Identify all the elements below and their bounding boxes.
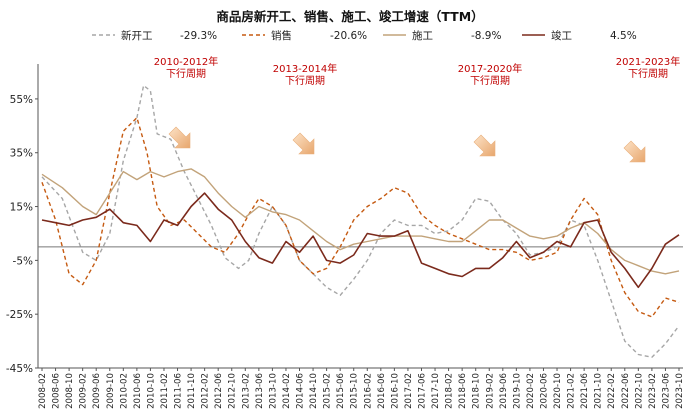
x-tick-label: 2011-02 (160, 373, 170, 409)
y-tick-label: -45% (6, 363, 33, 375)
series-layer (41, 84, 680, 358)
x-tick-label: 2014-10 (309, 373, 319, 409)
x-tick-label: 2022-02 (607, 373, 617, 409)
cycle-label-3: 下行周期 (470, 74, 510, 87)
x-tick-label: 2010-02 (119, 373, 129, 409)
x-tick-label: 2008-02 (38, 373, 48, 409)
series-line-1 (41, 84, 680, 358)
x-tick-label: 2017-02 (404, 373, 414, 409)
x-tick-label: 2019-10 (512, 373, 522, 409)
legend-label-4: 竣工 (551, 29, 572, 42)
cycle-label-1: 下行周期 (166, 67, 206, 80)
x-tick-label: 2013-06 (255, 373, 265, 409)
cycle-label-1: 2010-2012年 (154, 55, 219, 68)
down-arrow-icon (292, 132, 315, 155)
cycle-label-4: 2021-2023年 (616, 55, 681, 68)
legend-value-1: -29.3% (180, 30, 217, 42)
x-tick-label: 2017-06 (417, 373, 427, 409)
x-tick-label: 2011-10 (187, 373, 197, 409)
x-tick-label: 2010-06 (133, 373, 143, 409)
x-tick-label: 2021-06 (580, 373, 590, 409)
chart-axes: 55% 35% 15% -5% -25% -45% 2008-02 2008-06 2008-1… (6, 64, 685, 409)
x-tick-label: 2013-02 (241, 373, 251, 409)
x-tick-label: 2018-06 (458, 373, 468, 409)
cycle-label-2: 2013-2014年 (273, 62, 338, 75)
x-tick-label: 2020-02 (526, 373, 536, 409)
x-tick-label: 2016-02 (363, 373, 373, 409)
legend-label-3: 施工 (412, 29, 433, 42)
x-tick-label: 2018-10 (472, 373, 482, 409)
x-tick-label: 2008-06 (52, 373, 62, 409)
legend-label-2: 销售 (271, 29, 292, 42)
series-line-4 (41, 192, 680, 289)
x-tick-label: 2009-02 (79, 373, 89, 409)
y-tick-label: 15% (10, 202, 33, 214)
x-tick-label: 2012-02 (201, 373, 211, 409)
x-tick-label: 2014-06 (296, 373, 306, 409)
x-tick-label: 2010-10 (146, 373, 156, 409)
x-tick-label: 2013-10 (268, 373, 278, 409)
cycle-label-3: 2017-2020年 (458, 62, 523, 75)
x-tick-label: 2015-10 (350, 373, 360, 409)
y-tick-label: 55% (10, 94, 33, 106)
x-tick-label: 2016-06 (377, 373, 387, 409)
legend-label-1: 新开工 (121, 29, 153, 42)
cycle-label-4: 下行周期 (628, 67, 668, 80)
x-tick-label: 2020-06 (539, 373, 549, 409)
x-tick-label: 2015-02 (323, 373, 333, 409)
x-tick-label: 2019-06 (499, 373, 509, 409)
x-tick-label: 2023-02 (648, 373, 658, 409)
x-tick-label: 2021-10 (594, 373, 604, 409)
x-tick-label: 2014-02 (282, 373, 292, 409)
x-tick-label: 2016-10 (390, 373, 400, 409)
legend-value-2: -20.6% (330, 30, 367, 42)
cycle-label-2: 下行周期 (285, 74, 325, 87)
x-tick-label: 2023-06 (661, 373, 671, 409)
y-tick-label: 35% (10, 148, 33, 160)
x-tick-label: 2012-06 (214, 373, 224, 409)
chart-title: 商品房新开工、销售、施工、竣工增速（TTM） (216, 9, 483, 24)
x-tick-label: 2008-10 (65, 373, 75, 409)
x-tick-label: 2017-10 (431, 373, 441, 409)
down-arrow-icon (473, 134, 496, 157)
legend-value-3: -8.9% (471, 30, 501, 42)
x-tick-label: 2009-06 (92, 373, 102, 409)
y-tick-label: -5% (13, 255, 33, 267)
down-arrow-icon (168, 126, 191, 149)
x-tick-label: 2019-02 (485, 373, 495, 409)
series-line-3 (41, 168, 680, 275)
y-tick-label: -25% (6, 309, 33, 321)
x-tick-label: 2020-10 (553, 373, 563, 409)
legend-value-4: 4.5% (610, 30, 637, 42)
x-tick-label: 2022-06 (621, 373, 631, 409)
down-arrow-icon (623, 140, 646, 163)
x-tick-label: 2011-06 (174, 373, 184, 409)
x-tick-label: 2009-10 (106, 373, 116, 409)
x-tick-label: 2023-10 (675, 373, 685, 409)
x-tick-label: 2012-10 (228, 373, 238, 409)
x-tick-label: 2015-06 (336, 373, 346, 409)
chart-legend: 新开工 -29.3% 销售 -20.6% 施工 -8.9% 竣工 4.5% (92, 29, 637, 42)
series-line-2 (41, 117, 680, 318)
x-tick-label: 2018-02 (445, 373, 455, 409)
x-tick-label: 2022-10 (634, 373, 644, 409)
x-tick-label: 2021-02 (567, 373, 577, 409)
